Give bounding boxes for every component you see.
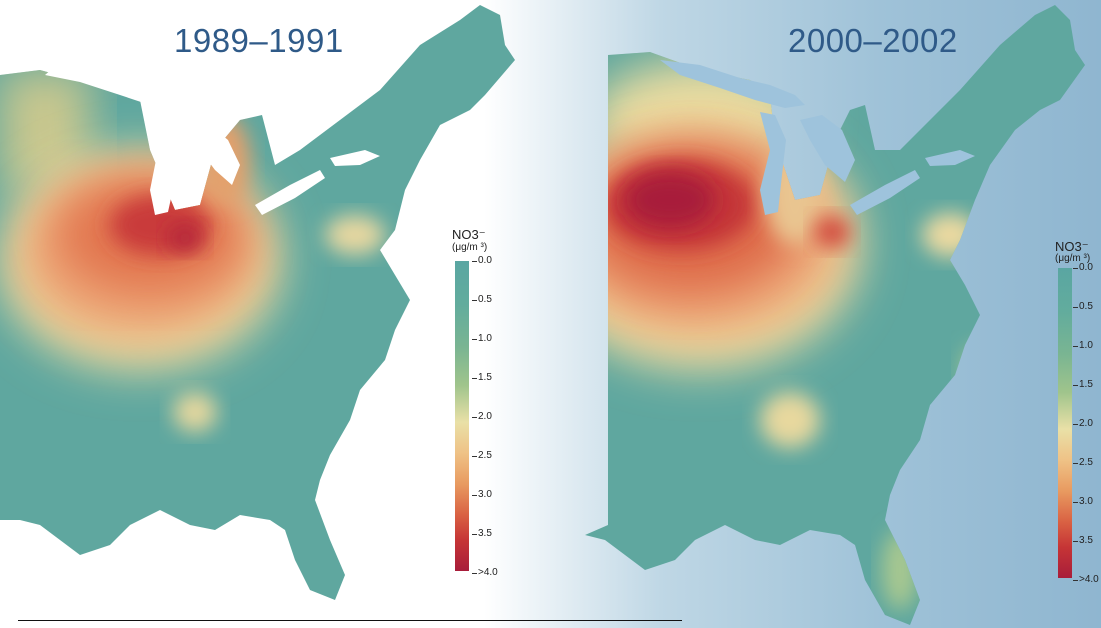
lake-superior	[45, 62, 170, 105]
legend-tick: 3.5	[1073, 535, 1093, 546]
legend-tick: >4.0	[472, 567, 498, 578]
legend-unit: (μg/m ³)	[452, 242, 488, 253]
lake-ontario	[925, 150, 975, 166]
legend-color-scale	[1058, 268, 1072, 578]
legend-tick: 0.5	[472, 294, 492, 305]
legend-tick: 0.0	[1073, 262, 1093, 273]
nitrate-map-2000-2002	[585, 5, 1085, 625]
legend-unit: (μg/m ³)	[1055, 253, 1091, 264]
legend-tick: 1.0	[472, 333, 492, 344]
legend-tick: 2.0	[472, 411, 492, 422]
map-panel-1989-1991: 1989–1991 NO3⁻ (μg/m ³) 0.0 0.5 1.0 1.5 …	[0, 5, 515, 600]
lake-ontario	[330, 150, 380, 166]
legend-tick: 1.5	[472, 372, 492, 383]
legend-tick: 3.0	[1073, 496, 1093, 507]
map-panel-2000-2002: 2000–2002 NO3⁻ (μg/m ³) 0.0 0.5 1.0 1.5 …	[560, 0, 1101, 628]
lake-erie	[255, 170, 325, 215]
legend-tick: 2.5	[1073, 457, 1093, 468]
legend-tick: 1.0	[1073, 340, 1093, 351]
legend-title: NO3⁻	[1055, 239, 1089, 254]
lake-erie	[850, 170, 920, 215]
nitrate-map-1989-1991	[0, 5, 515, 600]
legend-tick: 2.0	[1073, 418, 1093, 429]
period-title: 1989–1991	[174, 22, 344, 59]
legend-tick: 3.0	[472, 489, 492, 500]
lake-michigan	[150, 110, 180, 215]
lake-huron	[800, 115, 855, 182]
legend-tick: 3.5	[472, 528, 492, 539]
legend-tick: 1.5	[1073, 379, 1093, 390]
legend-tick: 2.5	[472, 450, 492, 461]
legend-tick: 0.0	[472, 255, 492, 266]
legend-tick: >4.0	[1073, 574, 1099, 585]
lake-huron	[190, 125, 240, 185]
lake-michigan	[760, 112, 786, 215]
legend-tick: 0.5	[1073, 301, 1093, 312]
bottom-rule	[18, 620, 682, 621]
legend-title: NO3⁻	[452, 227, 486, 242]
lake-superior	[660, 60, 805, 108]
legend-color-scale	[455, 261, 469, 571]
period-title: 2000–2002	[788, 22, 958, 59]
